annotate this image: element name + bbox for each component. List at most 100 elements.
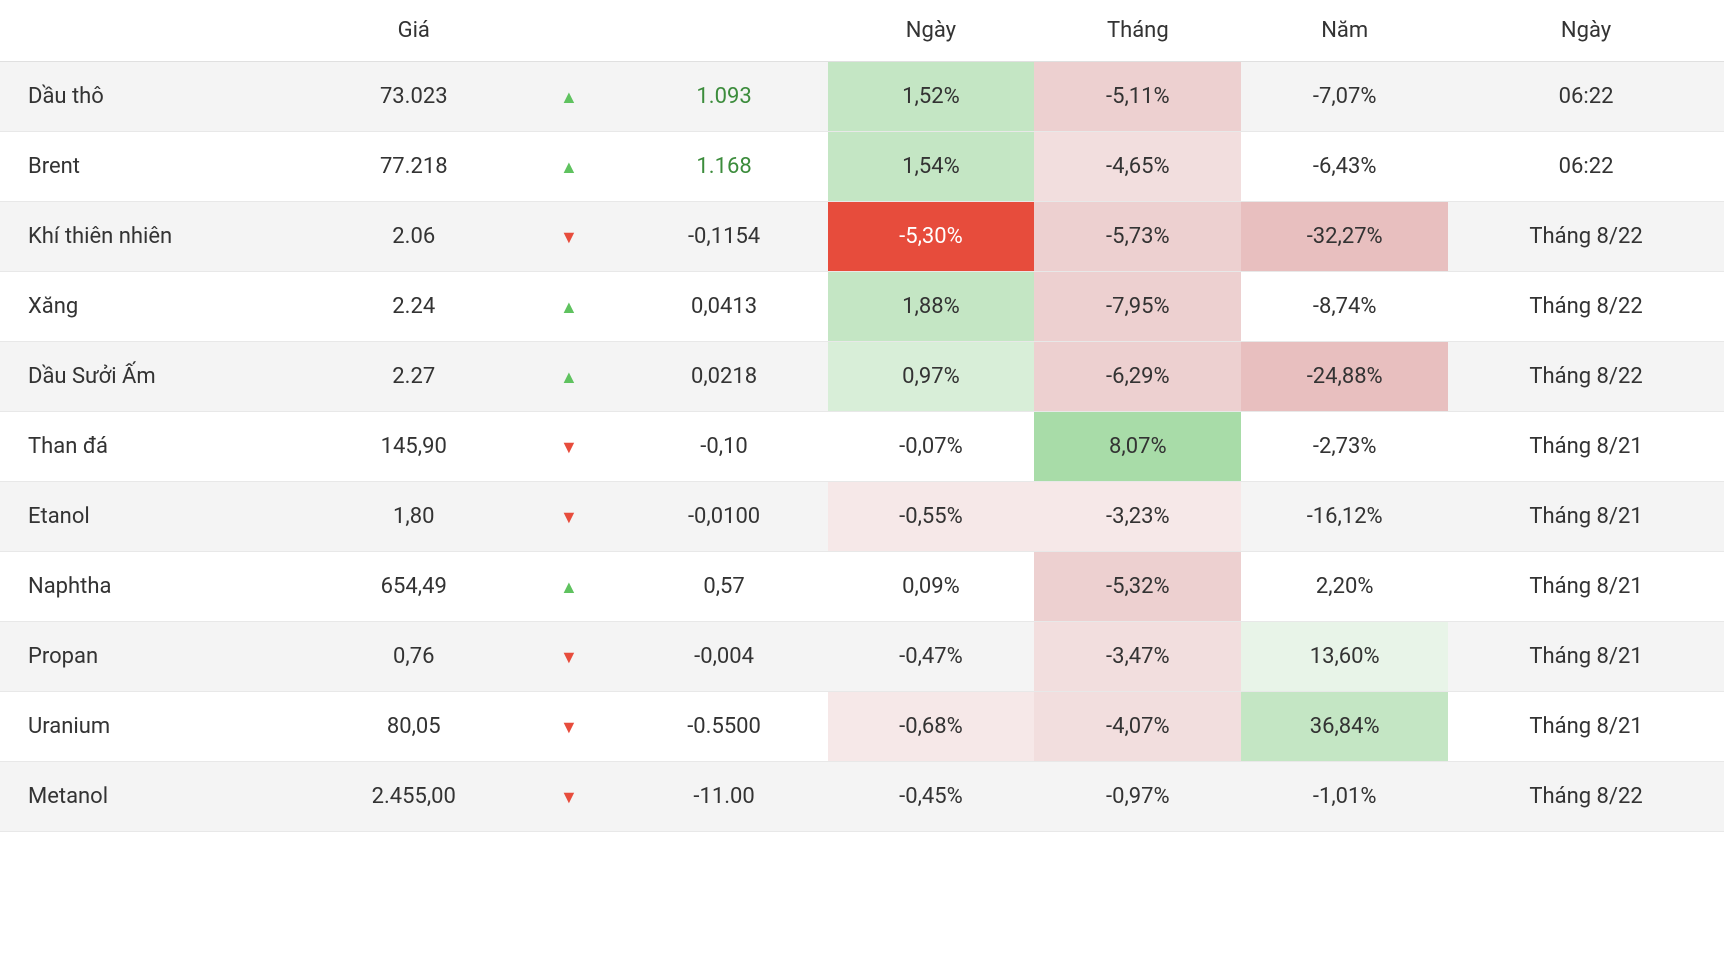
arrow-down-icon: ▼ [517, 762, 620, 832]
year-percent-cell: -32,27% [1241, 202, 1448, 272]
commodity-name[interactable]: Dầu thô [0, 62, 310, 132]
commodity-name[interactable]: Naphtha [0, 552, 310, 622]
arrow-down-icon: ▼ [517, 622, 620, 692]
change-cell: -11.00 [621, 762, 828, 832]
commodity-name[interactable]: Metanol [0, 762, 310, 832]
table-row[interactable]: Brent77.218▲1.1681,54%-4,65%-6,43%06:22 [0, 132, 1724, 202]
price-cell: 2.455,00 [310, 762, 517, 832]
col-arrow-header [517, 0, 620, 62]
date-cell: Tháng 8/22 [1448, 762, 1724, 832]
change-cell: -0.5500 [621, 692, 828, 762]
table-row[interactable]: Etanol1,80▼-0,0100-0,55%-3,23%-16,12%Thá… [0, 482, 1724, 552]
date-cell: Tháng 8/21 [1448, 412, 1724, 482]
table-row[interactable]: Uranium80,05▼-0.5500-0,68%-4,07%36,84%Th… [0, 692, 1724, 762]
price-cell: 654,49 [310, 552, 517, 622]
month-percent-cell: -5,32% [1034, 552, 1241, 622]
arrow-up-icon: ▲ [517, 272, 620, 342]
price-cell: 2.27 [310, 342, 517, 412]
arrow-down-icon: ▼ [517, 202, 620, 272]
price-cell: 145,90 [310, 412, 517, 482]
header-row: Giá Ngày Tháng Năm Ngày [0, 0, 1724, 62]
table-row[interactable]: Naphtha654,49▲0,570,09%-5,32%2,20%Tháng … [0, 552, 1724, 622]
month-percent-cell: -3,47% [1034, 622, 1241, 692]
col-date-header: Ngày [1448, 0, 1724, 62]
commodity-name[interactable]: Xăng [0, 272, 310, 342]
day-percent-cell: 1,88% [828, 272, 1035, 342]
arrow-down-icon: ▼ [517, 692, 620, 762]
price-cell: 0,76 [310, 622, 517, 692]
date-cell: Tháng 8/21 [1448, 692, 1724, 762]
day-percent-cell: 0,09% [828, 552, 1035, 622]
col-month-header: Tháng [1034, 0, 1241, 62]
change-cell: 0,57 [621, 552, 828, 622]
col-day-header: Ngày [828, 0, 1035, 62]
price-cell: 73.023 [310, 62, 517, 132]
table-row[interactable]: Dầu thô73.023▲1.0931,52%-5,11%-7,07%06:2… [0, 62, 1724, 132]
date-cell: Tháng 8/21 [1448, 482, 1724, 552]
commodity-table: Giá Ngày Tháng Năm Ngày Dầu thô73.023▲1.… [0, 0, 1724, 832]
change-cell: -0,0100 [621, 482, 828, 552]
table-row[interactable]: Than đá145,90▼-0,10-0,07%8,07%-2,73%Thán… [0, 412, 1724, 482]
date-cell: Tháng 8/21 [1448, 552, 1724, 622]
change-cell: -0,1154 [621, 202, 828, 272]
commodity-name[interactable]: Dầu Sưởi Ấm [0, 342, 310, 412]
year-percent-cell: -16,12% [1241, 482, 1448, 552]
change-cell: 1.093 [621, 62, 828, 132]
change-cell: -0,10 [621, 412, 828, 482]
month-percent-cell: -4,07% [1034, 692, 1241, 762]
month-percent-cell: -4,65% [1034, 132, 1241, 202]
arrow-up-icon: ▲ [517, 342, 620, 412]
arrow-up-icon: ▲ [517, 132, 620, 202]
month-percent-cell: -5,73% [1034, 202, 1241, 272]
table-row[interactable]: Metanol2.455,00▼-11.00-0,45%-0,97%-1,01%… [0, 762, 1724, 832]
month-percent-cell: -0,97% [1034, 762, 1241, 832]
year-percent-cell: 13,60% [1241, 622, 1448, 692]
day-percent-cell: -0,68% [828, 692, 1035, 762]
arrow-up-icon: ▲ [517, 62, 620, 132]
day-percent-cell: 0,97% [828, 342, 1035, 412]
price-cell: 77.218 [310, 132, 517, 202]
month-percent-cell: -3,23% [1034, 482, 1241, 552]
day-percent-cell: 1,54% [828, 132, 1035, 202]
year-percent-cell: 2,20% [1241, 552, 1448, 622]
day-percent-cell: -0,07% [828, 412, 1035, 482]
table-row[interactable]: Khí thiên nhiên2.06▼-0,1154-5,30%-5,73%-… [0, 202, 1724, 272]
year-percent-cell: 36,84% [1241, 692, 1448, 762]
change-cell: 0,0413 [621, 272, 828, 342]
year-percent-cell: -7,07% [1241, 62, 1448, 132]
month-percent-cell: 8,07% [1034, 412, 1241, 482]
date-cell: Tháng 8/22 [1448, 202, 1724, 272]
year-percent-cell: -1,01% [1241, 762, 1448, 832]
price-cell: 80,05 [310, 692, 517, 762]
date-cell: 06:22 [1448, 132, 1724, 202]
date-cell: Tháng 8/21 [1448, 622, 1724, 692]
col-change-header [621, 0, 828, 62]
commodity-name[interactable]: Than đá [0, 412, 310, 482]
table-row[interactable]: Dầu Sưởi Ấm2.27▲0,02180,97%-6,29%-24,88%… [0, 342, 1724, 412]
price-cell: 2.06 [310, 202, 517, 272]
commodity-name[interactable]: Uranium [0, 692, 310, 762]
price-cell: 1,80 [310, 482, 517, 552]
day-percent-cell: -0,45% [828, 762, 1035, 832]
commodity-name[interactable]: Khí thiên nhiên [0, 202, 310, 272]
month-percent-cell: -5,11% [1034, 62, 1241, 132]
year-percent-cell: -8,74% [1241, 272, 1448, 342]
commodity-name[interactable]: Brent [0, 132, 310, 202]
year-percent-cell: -6,43% [1241, 132, 1448, 202]
change-cell: 1.168 [621, 132, 828, 202]
commodity-name[interactable]: Etanol [0, 482, 310, 552]
year-percent-cell: -2,73% [1241, 412, 1448, 482]
col-year-header: Năm [1241, 0, 1448, 62]
day-percent-cell: -5,30% [828, 202, 1035, 272]
table-row[interactable]: Xăng2.24▲0,04131,88%-7,95%-8,74%Tháng 8/… [0, 272, 1724, 342]
day-percent-cell: -0,55% [828, 482, 1035, 552]
arrow-down-icon: ▼ [517, 482, 620, 552]
date-cell: 06:22 [1448, 62, 1724, 132]
commodity-name[interactable]: Propan [0, 622, 310, 692]
date-cell: Tháng 8/22 [1448, 272, 1724, 342]
table-row[interactable]: Propan0,76▼-0,004-0,47%-3,47%13,60%Tháng… [0, 622, 1724, 692]
day-percent-cell: 1,52% [828, 62, 1035, 132]
arrow-up-icon: ▲ [517, 552, 620, 622]
day-percent-cell: -0,47% [828, 622, 1035, 692]
change-cell: 0,0218 [621, 342, 828, 412]
